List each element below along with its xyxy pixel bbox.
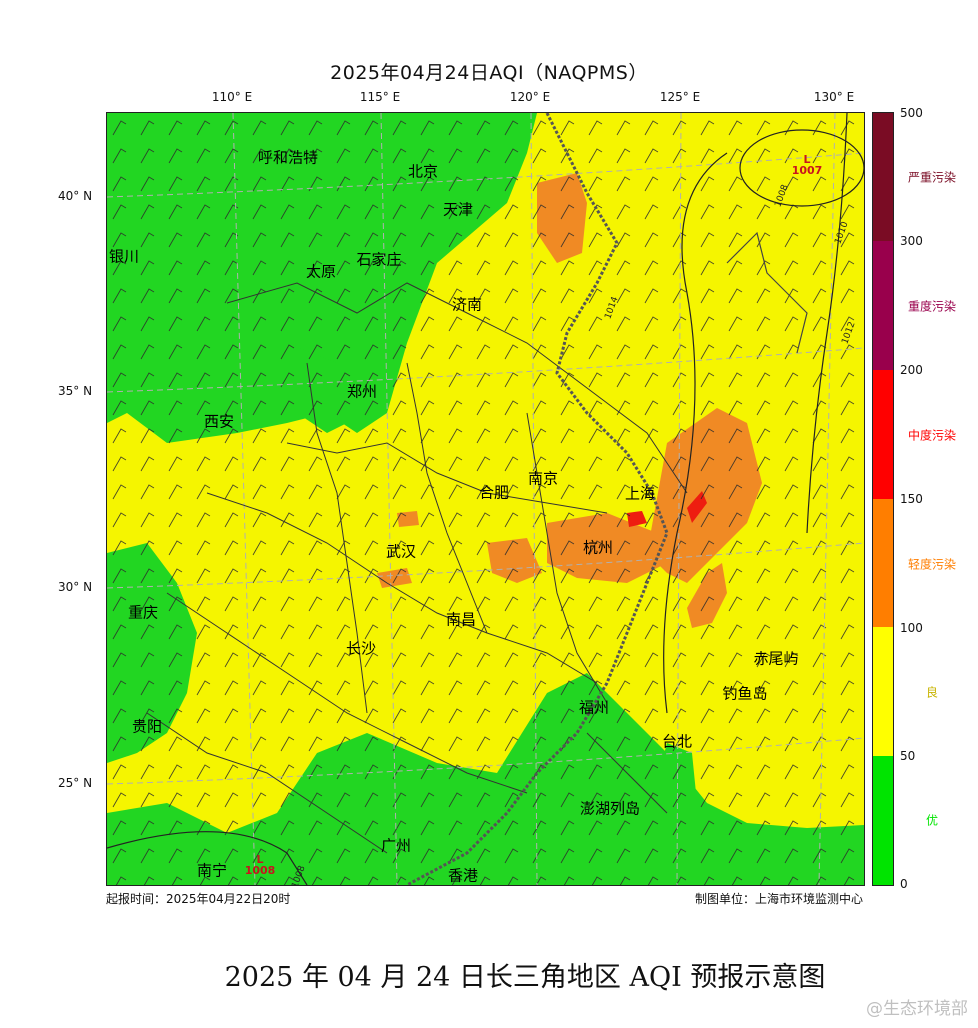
low-pressure-letter: L bbox=[256, 853, 264, 866]
city-label: 石家庄 bbox=[356, 250, 402, 269]
low-pressure-value: 1008 bbox=[244, 864, 276, 877]
legend-tick: 300 bbox=[900, 234, 923, 248]
city-label: 郑州 bbox=[346, 382, 378, 401]
city-label: 福州 bbox=[578, 698, 610, 717]
legend-segment-excellent bbox=[873, 756, 893, 885]
lon-label: 130° E bbox=[813, 90, 855, 104]
figure-caption: 2025 年 04 月 24 日长三角地区 AQI 预报示意图 bbox=[224, 962, 826, 993]
legend-tick: 50 bbox=[900, 749, 916, 763]
low-pressure-marker: L 1007 bbox=[792, 154, 823, 176]
city-label: 南宁 bbox=[196, 861, 228, 880]
city-label: 南京 bbox=[527, 469, 559, 488]
graticule-lines bbox=[107, 113, 864, 885]
city-label: 武汉 bbox=[385, 542, 417, 561]
lat-label: 40° N bbox=[58, 189, 93, 203]
city-label: 钓鱼岛 bbox=[722, 684, 768, 703]
lon-label: 115° E bbox=[359, 90, 401, 104]
city-label: 西安 bbox=[203, 412, 235, 431]
city-label: 南昌 bbox=[445, 610, 477, 629]
city-label: 济南 bbox=[451, 295, 483, 314]
low-pressure-letter: L bbox=[803, 153, 811, 166]
legend-tick: 150 bbox=[900, 492, 923, 506]
legend-category-label: 中度污染 bbox=[907, 428, 957, 443]
low-pressure-marker: L 1008 bbox=[245, 854, 276, 876]
low-pressure-value: 1007 bbox=[791, 164, 823, 177]
legend-segment-light bbox=[873, 499, 893, 627]
city-label: 贵阳 bbox=[131, 717, 163, 736]
city-label: 合肥 bbox=[478, 483, 510, 502]
aqi-map-canvas bbox=[107, 113, 864, 885]
lon-label: 120° E bbox=[509, 90, 551, 104]
aqi-forecast-map: 呼和浩特 北京 天津 银川 太原 石家庄 济南 郑州 西安 南京 合肥 上海 武… bbox=[106, 112, 865, 886]
city-label: 香港 bbox=[447, 866, 479, 885]
legend-segment-good bbox=[873, 627, 893, 756]
legend-category-label: 轻度污染 bbox=[907, 557, 957, 572]
province-boundaries bbox=[146, 282, 688, 854]
map-producer: 制图单位：上海市环境监测中心 bbox=[694, 892, 863, 906]
legend-tick: 0 bbox=[900, 877, 908, 891]
city-label: 北京 bbox=[407, 162, 439, 181]
legend-tick: 200 bbox=[900, 363, 923, 377]
city-label: 天津 bbox=[442, 200, 474, 219]
city-label: 呼和浩特 bbox=[257, 148, 319, 167]
legend-segment-severe bbox=[873, 113, 893, 241]
lat-label: 25° N bbox=[58, 776, 93, 790]
watermark: @生态环境部 bbox=[866, 999, 968, 1019]
issue-time: 起报时间：2025年04月22日20时 bbox=[106, 892, 291, 906]
city-label: 重庆 bbox=[127, 603, 159, 622]
lat-label: 30° N bbox=[58, 580, 93, 594]
city-label: 上海 bbox=[624, 484, 656, 503]
legend-tick: 500 bbox=[900, 106, 923, 120]
city-label: 长沙 bbox=[345, 639, 377, 658]
aqi-legend-bar bbox=[872, 112, 894, 886]
legend-segment-heavy bbox=[873, 241, 893, 370]
city-label: 杭州 bbox=[582, 538, 614, 557]
city-label: 广州 bbox=[380, 836, 412, 855]
legend-category-label: 良 bbox=[925, 685, 939, 700]
legend-category-label: 优 bbox=[925, 813, 939, 828]
map-title: 2025年04月24日AQI（NAQPMS） bbox=[330, 62, 648, 84]
korea-coastline bbox=[726, 231, 808, 354]
wind-barbs bbox=[107, 113, 864, 885]
isobars bbox=[107, 113, 864, 885]
city-label: 太原 bbox=[305, 262, 337, 281]
legend-category-label: 重度污染 bbox=[907, 299, 957, 314]
lon-label: 125° E bbox=[659, 90, 701, 104]
city-label: 台北 bbox=[661, 732, 693, 751]
coastline bbox=[406, 113, 669, 885]
lat-label: 35° N bbox=[58, 384, 93, 398]
lon-label: 110° E bbox=[211, 90, 253, 104]
legend-category-label: 严重污染 bbox=[907, 170, 957, 185]
legend-tick: 100 bbox=[900, 621, 923, 635]
city-label: 澎湖列岛 bbox=[579, 799, 641, 818]
legend-segment-moderate bbox=[873, 370, 893, 499]
city-label: 赤尾屿 bbox=[753, 649, 799, 668]
city-label: 银川 bbox=[108, 247, 140, 266]
